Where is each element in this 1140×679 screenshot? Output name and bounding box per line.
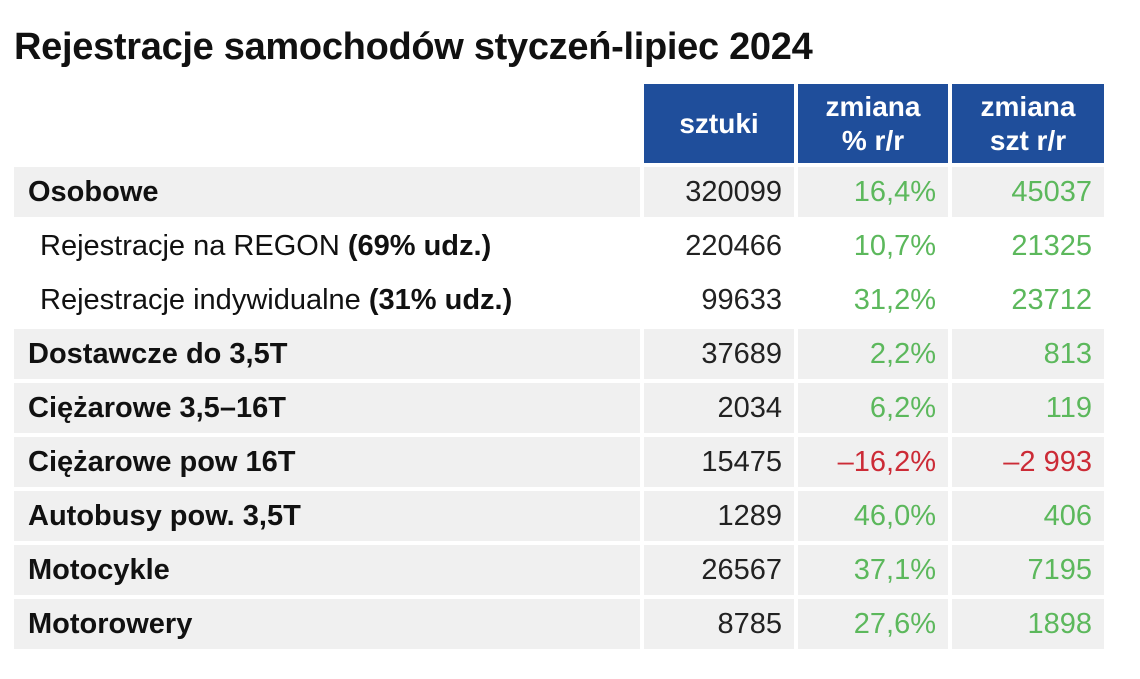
row-label: Motorowery [14, 599, 640, 649]
table-row: Ciężarowe pow 16T 15475 –16,2% –2 993 [14, 437, 1104, 487]
header-zmiana-szt-text: zmiana szt r/r [980, 90, 1076, 156]
table-row: Rejestracje indywidualne (31% udz.) 99633… [14, 275, 1104, 325]
row-label-text: Rejestracje na REGON [40, 229, 348, 262]
cell-zmiana-pct: 10,7% [798, 221, 948, 271]
row-label-text: Motorowery [28, 607, 193, 640]
cell-zmiana-szt: 21325 [952, 221, 1104, 271]
cell-zmiana-szt: 7195 [952, 545, 1104, 595]
row-label: Ciężarowe 3,5–16T [14, 383, 640, 433]
header-sztuki: sztuki [644, 84, 794, 163]
table-title: Rejestracje samochodów styczeń-lipiec 20… [14, 26, 813, 68]
cell-zmiana-szt: 1898 [952, 599, 1104, 649]
cell-zmiana-pct: 16,4% [798, 167, 948, 217]
row-label: Dostawcze do 3,5T [14, 329, 640, 379]
table-row: Motocykle 26567 37,1% 7195 [14, 545, 1104, 595]
cell-zmiana-pct: 31,2% [798, 275, 948, 325]
cell-zmiana-pct: 2,2% [798, 329, 948, 379]
row-share-note: (69% udz.) [347, 229, 492, 262]
cell-sztuki: 37689 [644, 329, 794, 379]
cell-zmiana-szt: 23712 [952, 275, 1104, 325]
table-row: Rejestracje na REGON (69% udz.) 220466 10,… [14, 221, 1104, 271]
cell-sztuki: 2034 [644, 383, 794, 433]
registrations-table: sztuki zmiana% r/r zmiana szt r/r Osobowe… [10, 80, 1108, 653]
row-label: Rejestracje na REGON (69% udz.) [14, 221, 640, 271]
header-row: sztuki zmiana% r/r zmiana szt r/r [14, 84, 1104, 163]
cell-zmiana-pct: 6,2% [798, 383, 948, 433]
row-label: Osobowe [14, 167, 640, 217]
table-row: Autobusy pow. 3,5T 1289 46,0% 406 [14, 491, 1104, 541]
table-row: Osobowe 320099 16,4% 45037 [14, 167, 1104, 217]
cell-zmiana-pct: –16,2% [798, 437, 948, 487]
cell-sztuki: 99633 [644, 275, 794, 325]
row-label: Rejestracje indywidualne (31% udz.) [14, 275, 640, 325]
cell-sztuki: 1289 [644, 491, 794, 541]
table-row: Dostawcze do 3,5T 37689 2,2% 813 [14, 329, 1104, 379]
row-share-note: (31% udz.) [368, 283, 513, 316]
cell-zmiana-szt: 406 [952, 491, 1104, 541]
header-blank-cell [14, 84, 640, 163]
header-zmiana-pct: zmiana% r/r [798, 84, 948, 163]
row-label-text: Osobowe [28, 175, 159, 208]
cell-sztuki: 220466 [644, 221, 794, 271]
table-row: Motorowery 8785 27,6% 1898 [14, 599, 1104, 649]
row-label: Ciężarowe pow 16T [14, 437, 640, 487]
cell-sztuki: 320099 [644, 167, 794, 217]
cell-sztuki: 8785 [644, 599, 794, 649]
row-label-text: Rejestracje indywidualne [40, 283, 369, 316]
cell-zmiana-pct: 46,0% [798, 491, 948, 541]
table-row: Ciężarowe 3,5–16T 2034 6,2% 119 [14, 383, 1104, 433]
header-zmiana-pct-text: zmiana% r/r [825, 90, 921, 156]
cell-zmiana-pct: 27,6% [798, 599, 948, 649]
cell-zmiana-szt: 813 [952, 329, 1104, 379]
cell-sztuki: 26567 [644, 545, 794, 595]
cell-zmiana-pct: 37,1% [798, 545, 948, 595]
row-label: Motocykle [14, 545, 640, 595]
row-label-text: Motocykle [28, 553, 170, 586]
row-label: Autobusy pow. 3,5T [14, 491, 640, 541]
header-sztuki-text: sztuki [679, 107, 759, 139]
header-zmiana-szt: zmiana szt r/r [952, 84, 1104, 163]
cell-zmiana-szt: –2 993 [952, 437, 1104, 487]
row-label-text: Ciężarowe pow 16T [28, 445, 296, 478]
row-label-text: Ciężarowe 3,5–16T [28, 391, 286, 424]
cell-sztuki: 15475 [644, 437, 794, 487]
row-label-text: Autobusy pow. 3,5T [28, 499, 301, 532]
row-label-text: Dostawcze do 3,5T [28, 337, 288, 370]
cell-zmiana-szt: 119 [952, 383, 1104, 433]
cell-zmiana-szt: 45037 [952, 167, 1104, 217]
